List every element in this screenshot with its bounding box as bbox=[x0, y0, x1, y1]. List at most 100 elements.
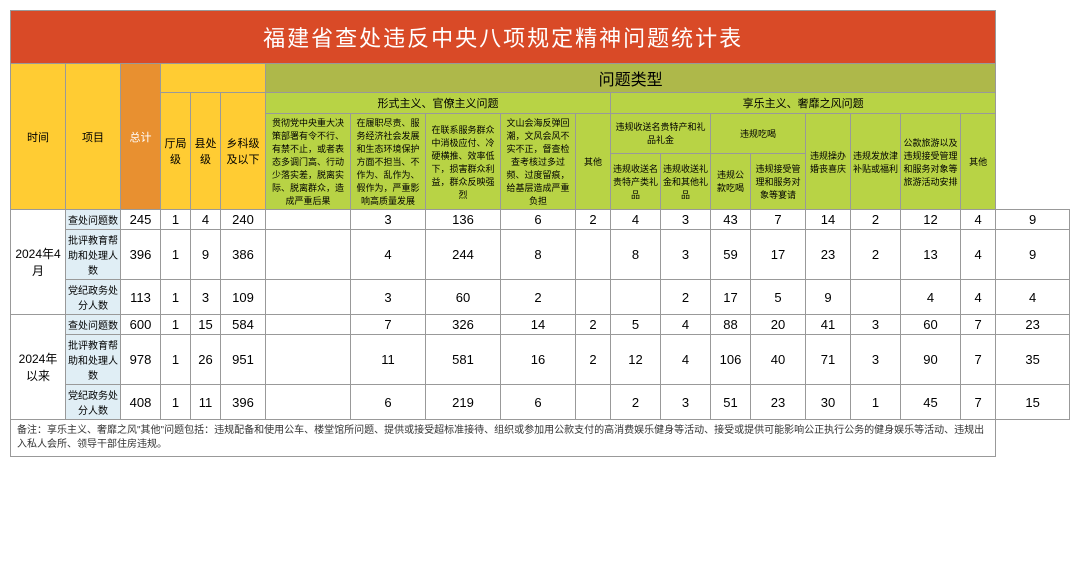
total-cell: 408 bbox=[121, 385, 161, 420]
footer-note: 备注：享乐主义、奢靡之风"其他"问题包括：违规配备和使用公车、楼堂馆所问题、提供… bbox=[11, 420, 996, 457]
data-cell: 1 bbox=[161, 230, 191, 280]
hdr-time: 时间 bbox=[11, 64, 66, 210]
data-cell: 4 bbox=[961, 280, 996, 315]
data-cell: 14 bbox=[806, 210, 851, 230]
data-cell: 4 bbox=[661, 335, 711, 385]
period-label: 2024年以来 bbox=[11, 315, 66, 420]
data-cell: 1 bbox=[161, 280, 191, 315]
data-cell: 26 bbox=[191, 335, 221, 385]
data-cell: 45 bbox=[901, 385, 961, 420]
data-cell: 2 bbox=[611, 385, 661, 420]
data-cell: 90 bbox=[901, 335, 961, 385]
data-cell: 244 bbox=[426, 230, 501, 280]
data-cell: 1 bbox=[851, 385, 901, 420]
data-cell bbox=[266, 335, 351, 385]
data-cell: 951 bbox=[221, 335, 266, 385]
data-cell: 23 bbox=[806, 230, 851, 280]
data-cell: 396 bbox=[221, 385, 266, 420]
hdr-formalism: 形式主义、官僚主义问题 bbox=[266, 93, 611, 114]
data-cell: 7 bbox=[751, 210, 806, 230]
data-cell bbox=[576, 385, 611, 420]
data-cell: 2 bbox=[576, 315, 611, 335]
data-cell: 3 bbox=[851, 315, 901, 335]
period-label: 2024年4月 bbox=[11, 210, 66, 315]
data-cell: 23 bbox=[751, 385, 806, 420]
hdr-problem-type: 问题类型 bbox=[266, 64, 996, 93]
data-cell: 3 bbox=[661, 210, 711, 230]
data-cell: 4 bbox=[961, 210, 996, 230]
data-cell: 2 bbox=[576, 335, 611, 385]
row-label: 批评教育帮助和处理人数 bbox=[66, 335, 121, 385]
row-label: 党纪政务处分人数 bbox=[66, 385, 121, 420]
hdr-total: 总计 bbox=[121, 64, 161, 210]
data-cell: 9 bbox=[996, 230, 1070, 280]
data-cell: 6 bbox=[501, 385, 576, 420]
data-cell: 3 bbox=[661, 385, 711, 420]
data-cell: 43 bbox=[711, 210, 751, 230]
data-cell bbox=[266, 385, 351, 420]
data-cell: 1 bbox=[161, 210, 191, 230]
table-title: 福建省查处违反中央八项规定精神问题统计表 bbox=[11, 11, 996, 64]
row-label: 查处问题数 bbox=[66, 210, 121, 230]
data-cell: 11 bbox=[191, 385, 221, 420]
data-cell: 51 bbox=[711, 385, 751, 420]
data-cell: 3 bbox=[191, 280, 221, 315]
data-cell: 17 bbox=[751, 230, 806, 280]
data-cell: 20 bbox=[751, 315, 806, 335]
data-cell: 4 bbox=[191, 210, 221, 230]
data-cell: 4 bbox=[351, 230, 426, 280]
total-cell: 978 bbox=[121, 335, 161, 385]
data-cell: 4 bbox=[996, 280, 1070, 315]
data-cell: 60 bbox=[901, 315, 961, 335]
data-cell: 15 bbox=[191, 315, 221, 335]
data-cell: 6 bbox=[501, 210, 576, 230]
hdr-lv3: 乡科级及以下 bbox=[221, 93, 266, 210]
data-cell: 7 bbox=[961, 315, 996, 335]
data-cell: 386 bbox=[221, 230, 266, 280]
data-cell: 3 bbox=[351, 280, 426, 315]
data-cell: 2 bbox=[851, 210, 901, 230]
data-cell: 9 bbox=[996, 210, 1070, 230]
data-cell: 60 bbox=[426, 280, 501, 315]
hdr-lv1: 厅局级 bbox=[161, 93, 191, 210]
row-label: 党纪政务处分人数 bbox=[66, 280, 121, 315]
data-cell bbox=[266, 280, 351, 315]
data-cell: 5 bbox=[611, 315, 661, 335]
data-cell: 1 bbox=[161, 315, 191, 335]
data-cell: 17 bbox=[711, 280, 751, 315]
data-cell: 9 bbox=[806, 280, 851, 315]
data-cell bbox=[851, 280, 901, 315]
data-cell: 40 bbox=[751, 335, 806, 385]
data-cell: 136 bbox=[426, 210, 501, 230]
data-cell: 30 bbox=[806, 385, 851, 420]
hdr-project: 项目 bbox=[66, 64, 121, 210]
hdr-hedonism: 享乐主义、奢靡之风问题 bbox=[611, 93, 996, 114]
data-cell bbox=[611, 280, 661, 315]
row-label: 查处问题数 bbox=[66, 315, 121, 335]
data-cell: 240 bbox=[221, 210, 266, 230]
data-cell: 35 bbox=[996, 335, 1070, 385]
data-cell: 2 bbox=[501, 280, 576, 315]
data-cell: 581 bbox=[426, 335, 501, 385]
data-cell: 109 bbox=[221, 280, 266, 315]
data-cell: 2 bbox=[851, 230, 901, 280]
data-cell bbox=[576, 280, 611, 315]
data-cell: 4 bbox=[661, 315, 711, 335]
data-cell: 13 bbox=[901, 230, 961, 280]
data-cell bbox=[266, 315, 351, 335]
data-cell: 1 bbox=[161, 335, 191, 385]
data-cell: 8 bbox=[501, 230, 576, 280]
hdr-lv2: 县处级 bbox=[191, 93, 221, 210]
data-cell: 41 bbox=[806, 315, 851, 335]
data-cell: 106 bbox=[711, 335, 751, 385]
data-cell: 5 bbox=[751, 280, 806, 315]
data-cell: 15 bbox=[996, 385, 1070, 420]
data-cell: 3 bbox=[661, 230, 711, 280]
data-cell: 3 bbox=[851, 335, 901, 385]
data-cell: 12 bbox=[611, 335, 661, 385]
total-cell: 600 bbox=[121, 315, 161, 335]
data-cell bbox=[266, 210, 351, 230]
data-cell: 23 bbox=[996, 315, 1070, 335]
data-cell: 4 bbox=[611, 210, 661, 230]
data-cell: 11 bbox=[351, 335, 426, 385]
